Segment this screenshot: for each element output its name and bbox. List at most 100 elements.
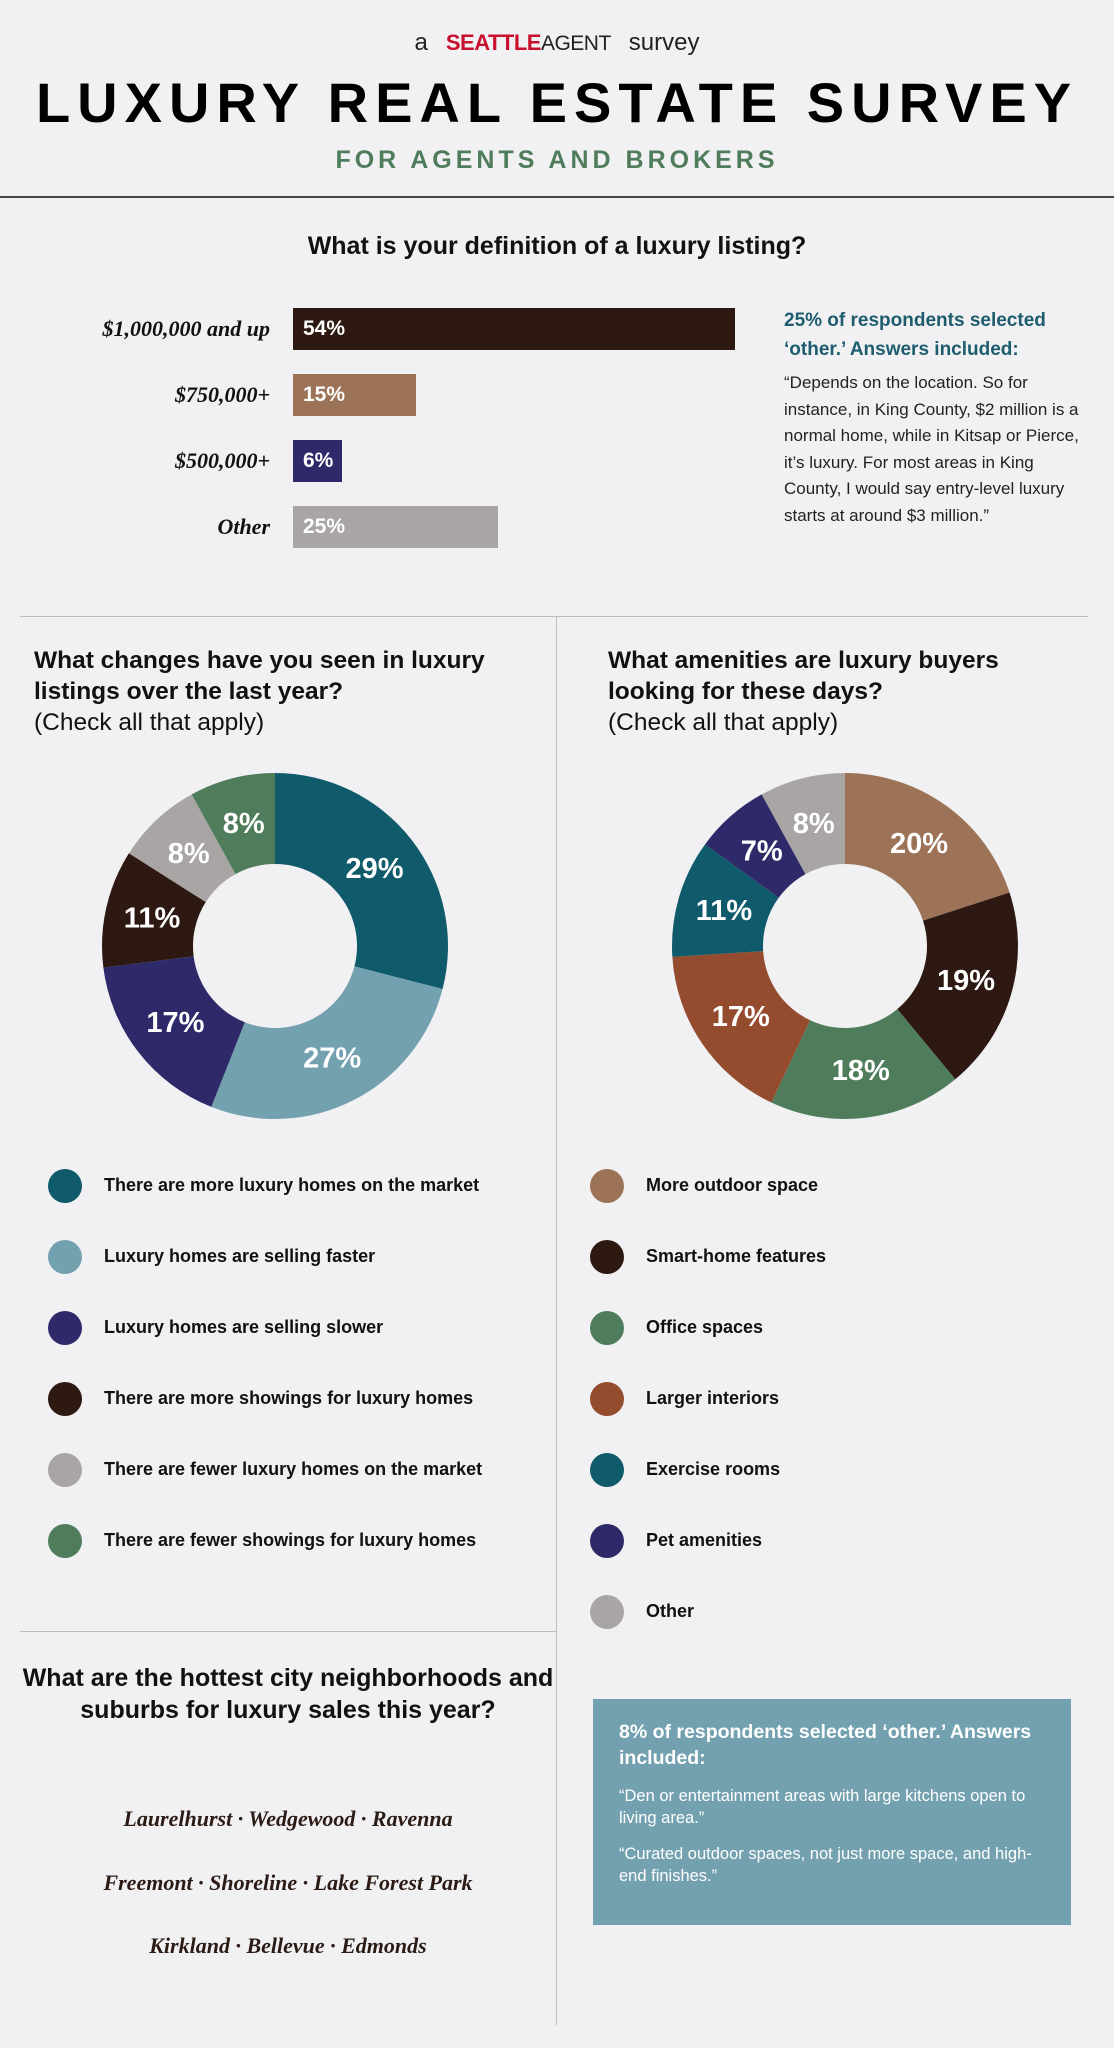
donut-slice (761, 773, 845, 875)
neighborhoods-row-2: Freemont · Shoreline · Lake Forest Park (103, 1870, 473, 1895)
donut-slice (672, 951, 811, 1103)
amenities-other-headline: 8% of respondents selected ‘other.’ Answ… (619, 1721, 1032, 1769)
legend-label: There are fewer showings for luxury home… (104, 1530, 477, 1550)
bar: 54% (293, 308, 735, 350)
brand-prefix: a (414, 29, 428, 56)
legend-swatch (48, 1310, 82, 1345)
legend-item: There are more showings for luxury homes (48, 1363, 548, 1434)
neighborhoods-row-3: Kirkland · Bellevue · Edmonds (149, 1933, 427, 1958)
legend-label: Luxury homes are selling slower (104, 1317, 384, 1337)
q2-check-note: (Check all that apply) (34, 709, 265, 736)
legend-item: Office spaces (590, 1292, 1070, 1363)
left-section-divider (20, 1631, 556, 1632)
donut-slice (705, 794, 806, 898)
legend-item: Other (590, 1576, 1070, 1647)
legend-label: Other (646, 1601, 695, 1621)
q4-question: What are the hottest city neighborhoods … (22, 1664, 554, 1724)
legend-item: There are fewer showings for luxury home… (48, 1505, 548, 1576)
legend-label: There are fewer luxury homes on the mark… (104, 1459, 483, 1479)
donut-slice (211, 966, 443, 1119)
donut-slice-label: 20% (890, 828, 948, 860)
bar: 15% (293, 374, 416, 416)
legend-swatch (48, 1523, 82, 1558)
donut-slice (128, 794, 236, 903)
bar-label: $750,000+ (174, 382, 270, 407)
donut-slice-label: 11% (696, 895, 753, 927)
legend-label: More outdoor space (646, 1175, 819, 1195)
donut-slice (275, 773, 448, 990)
legend-swatch (590, 1239, 624, 1274)
q1-question: What is your definition of a luxury list… (307, 232, 807, 260)
legend-item: There are more luxury homes on the marke… (48, 1150, 548, 1221)
donut-slice-label: 8% (168, 838, 210, 870)
donut-slice-label: 19% (937, 965, 995, 997)
legend-label: Exercise rooms (646, 1459, 781, 1479)
donut-slice (191, 773, 275, 875)
q1-note-quote: “Depends on the location. So for instanc… (784, 373, 1079, 525)
neighborhoods-row-1: Laurelhurst · Wedgewood · Ravenna (123, 1806, 453, 1831)
column-divider (556, 617, 557, 2025)
donut-slice-label: 18% (832, 1055, 890, 1087)
q1-other-note: 25% of respondents selected ‘other.’ Ans… (784, 306, 1084, 529)
legend-item: Exercise rooms (590, 1434, 1070, 1505)
seattle-agent-logo: SEATTLE AGENT (445, 30, 611, 55)
page-subtitle: FOR AGENTS AND BROKERS (335, 146, 779, 174)
legend-label: There are more luxury homes on the marke… (104, 1175, 480, 1195)
amenities-other-quote-1: “Den or entertainment areas with large k… (619, 1787, 1026, 1827)
amenities-donut-chart: 20% 19% 18% 17% 11% 7% 8% (670, 771, 1020, 1121)
header-divider (0, 196, 1114, 198)
legend-label: Smart-home features (646, 1246, 827, 1266)
bar: 6% (293, 440, 343, 482)
legend-swatch (590, 1452, 624, 1487)
donut-slice-label: 7% (741, 835, 783, 867)
donut-slice-label: 29% (346, 853, 404, 885)
donut-slice-label: 17% (712, 1001, 770, 1033)
donut-slice (771, 1009, 956, 1119)
legend-item: There are fewer luxury homes on the mark… (48, 1434, 548, 1505)
bar-label: $1,000,000 and up (102, 316, 270, 341)
legend-item: Luxury homes are selling faster (48, 1221, 548, 1292)
donut-slice-label: 27% (303, 1042, 361, 1074)
legend-swatch (48, 1168, 82, 1203)
donut-slice (103, 956, 245, 1107)
donut-slice-label: 8% (223, 808, 265, 840)
donut-slice (845, 773, 1010, 921)
q3-question: What amenities are luxury buyers looking… (608, 645, 1088, 738)
legend-swatch (590, 1381, 624, 1416)
legend-label: Luxury homes are selling faster (104, 1246, 376, 1266)
donut-slice-label: 17% (146, 1007, 204, 1039)
brand-suffix: survey (628, 29, 700, 56)
legend-item: Pet amenities (590, 1505, 1070, 1576)
brand-line: a SEATTLE AGENT survey (0, 26, 1114, 60)
legend-swatch (590, 1594, 624, 1629)
amenities-other-box: 8% of respondents selected ‘other.’ Answ… (593, 1699, 1071, 1925)
legend-item: Larger interiors (590, 1363, 1070, 1434)
donut-slice (672, 844, 779, 957)
q1-note-headline: 25% of respondents selected ‘other.’ Ans… (784, 310, 1046, 360)
section-divider (20, 616, 1088, 617)
changes-donut-chart: 29% 27% 17% 11% 8% 8% (100, 771, 450, 1121)
legend-label: Larger interiors (646, 1388, 780, 1408)
bar-label: $500,000+ (174, 448, 270, 473)
q2-question: What changes have you seen in luxury lis… (34, 645, 544, 738)
donut-slice (897, 892, 1018, 1080)
bar-label: Other (217, 514, 270, 539)
amenities-other-quote-2: “Curated outdoor spaces, not just more s… (619, 1845, 1032, 1885)
legend-item: Luxury homes are selling slower (48, 1292, 548, 1363)
legend-label: There are more showings for luxury homes (104, 1388, 474, 1408)
amenities-legend: More outdoor space Smart-home features Off… (590, 1150, 1070, 1647)
legend-swatch (590, 1168, 624, 1203)
donut-slice-label: 11% (124, 903, 181, 935)
page-title: LUXURY REAL ESTATE SURVEY (35, 71, 1079, 134)
donut-slice (102, 853, 206, 968)
legend-item: More outdoor space (590, 1150, 1070, 1221)
legend-swatch (590, 1523, 624, 1558)
legend-label: Office spaces (646, 1317, 764, 1337)
q3-check-note: (Check all that apply) (608, 709, 839, 736)
bar: 25% (293, 506, 498, 548)
legend-swatch (48, 1452, 82, 1487)
legend-swatch (48, 1239, 82, 1274)
legend-label: Pet amenities (646, 1530, 763, 1550)
legend-item: Smart-home features (590, 1221, 1070, 1292)
legend-swatch (590, 1310, 624, 1345)
